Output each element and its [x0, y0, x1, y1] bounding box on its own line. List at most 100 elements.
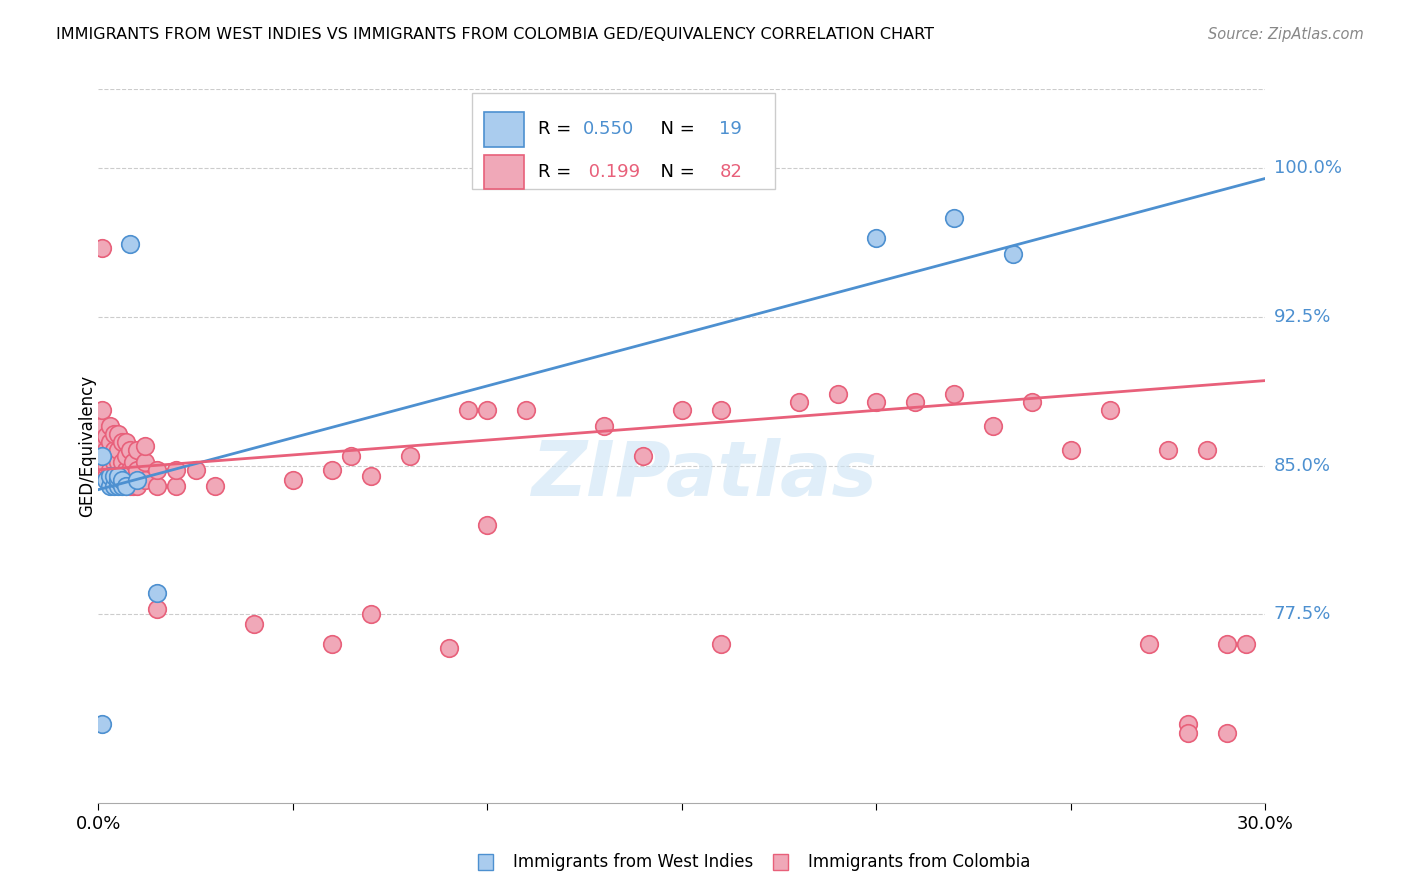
Point: [943, 211, 966, 225]
Point: [865, 395, 887, 409]
Point: [96, 458, 118, 473]
Point: [111, 478, 134, 492]
Point: [98, 419, 121, 434]
Point: [103, 478, 125, 492]
Point: [904, 395, 927, 409]
Point: [107, 455, 129, 469]
Text: 77.5%: 77.5%: [1274, 606, 1331, 624]
Point: [1021, 395, 1043, 409]
Point: [103, 455, 125, 469]
Point: [1137, 637, 1160, 651]
Point: [103, 468, 125, 483]
Text: Immigrants from West Indies: Immigrants from West Indies: [513, 853, 754, 871]
Point: [118, 442, 141, 457]
Point: [477, 518, 499, 533]
Point: [360, 607, 382, 622]
Point: [1157, 442, 1180, 457]
Point: [107, 468, 129, 483]
Point: [631, 449, 654, 463]
Point: [111, 435, 134, 450]
Point: [1195, 442, 1218, 457]
Point: [103, 442, 125, 457]
Point: [281, 473, 304, 487]
Text: 92.5%: 92.5%: [1274, 308, 1331, 326]
Point: [515, 403, 537, 417]
Bar: [472, 93, 775, 189]
Point: [91, 419, 114, 434]
Point: [91, 241, 114, 255]
Point: [127, 463, 149, 477]
Point: [114, 449, 136, 463]
Point: [107, 427, 129, 442]
Point: [98, 449, 121, 463]
Text: N =: N =: [650, 120, 700, 138]
Point: [134, 455, 156, 469]
Point: [1177, 726, 1199, 740]
Point: [107, 478, 129, 492]
Text: IMMIGRANTS FROM WEST INDIES VS IMMIGRANTS FROM COLOMBIA GED/EQUIVALENCY CORRELAT: IMMIGRANTS FROM WEST INDIES VS IMMIGRANT…: [56, 27, 934, 42]
Point: [107, 473, 129, 487]
Point: [103, 468, 125, 483]
Point: [134, 439, 156, 453]
Point: [114, 463, 136, 477]
Point: [134, 473, 156, 487]
Text: N =: N =: [650, 162, 700, 181]
Point: [1060, 442, 1083, 457]
Point: [827, 387, 849, 401]
Point: [184, 463, 207, 477]
Point: [118, 236, 141, 251]
Point: [111, 468, 134, 483]
Point: [146, 585, 169, 599]
Point: [91, 403, 114, 417]
Point: [437, 641, 460, 656]
Point: [1177, 716, 1199, 731]
Point: [114, 478, 136, 492]
Text: 82: 82: [720, 162, 742, 181]
Text: R =: R =: [538, 120, 578, 138]
Point: [398, 449, 420, 463]
Point: [118, 463, 141, 477]
Point: [91, 449, 114, 463]
Point: [103, 427, 125, 442]
Bar: [484, 112, 524, 146]
Point: [243, 617, 266, 632]
Point: [107, 468, 129, 483]
Y-axis label: GED/Equivalency: GED/Equivalency: [79, 375, 96, 517]
Point: [98, 468, 121, 483]
Point: [127, 478, 149, 492]
Text: 85.0%: 85.0%: [1274, 457, 1330, 475]
Point: [111, 455, 134, 469]
Point: [98, 468, 121, 483]
Point: [98, 463, 121, 477]
Text: R =: R =: [538, 162, 578, 181]
Point: [1098, 403, 1121, 417]
Point: [122, 478, 145, 492]
Point: [165, 463, 187, 477]
Point: [98, 435, 121, 450]
Point: [96, 429, 118, 443]
Text: 0.550: 0.550: [582, 120, 634, 138]
Text: ZIPatlas: ZIPatlas: [533, 438, 879, 511]
Point: [114, 478, 136, 492]
Point: [91, 435, 114, 450]
Point: [127, 442, 149, 457]
Point: [146, 601, 169, 615]
Point: [981, 419, 1004, 434]
Point: [710, 403, 733, 417]
Point: [865, 231, 887, 245]
Text: 0.199: 0.199: [582, 162, 640, 181]
Point: [146, 463, 169, 477]
Text: 100.0%: 100.0%: [1274, 160, 1341, 178]
Point: [204, 478, 226, 492]
Point: [671, 403, 693, 417]
Point: [96, 473, 118, 487]
Point: [98, 478, 121, 492]
Point: [321, 637, 343, 651]
Point: [1215, 637, 1237, 651]
Point: [710, 637, 733, 651]
Point: [122, 455, 145, 469]
Point: [1001, 246, 1024, 260]
Point: [127, 473, 149, 487]
Point: [114, 435, 136, 450]
Point: [321, 463, 343, 477]
